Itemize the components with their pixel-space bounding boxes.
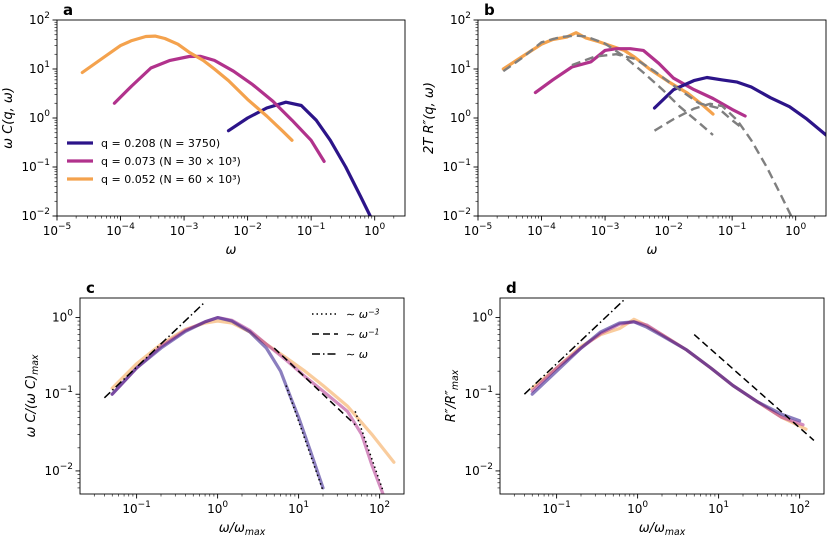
series-line: [533, 47, 747, 118]
y-tick-label: 10−2: [44, 462, 73, 478]
minor-ticks: [54, 21, 395, 219]
y-axis-label: ω C/(ω C)max​: [24, 354, 41, 438]
y-tick-label: 100: [472, 309, 493, 325]
x-axis-label: ω/ωmax​: [639, 521, 686, 538]
x-tick-label: 100: [207, 500, 228, 516]
y-tick-label: 10−2: [442, 207, 471, 223]
x-tick-label: 102: [369, 500, 390, 516]
powerlaw-dotted-line: [354, 411, 384, 492]
panel-label: d: [506, 279, 517, 297]
series-line: [530, 317, 808, 431]
minor-ticks: [497, 320, 797, 497]
axes-frame: [79, 297, 405, 495]
panel-b: 10−5 10−4 10−3 10−2 10−1 100 10−2 10−1 100 101 102…: [422, 1, 827, 258]
legend-entry-label: q = 0.208 (N = 3750): [101, 137, 220, 150]
y-tick-label: 10−1: [442, 158, 471, 174]
x-tick-label: 10−1: [542, 500, 571, 516]
x-tick-label: 10−1: [718, 222, 747, 238]
powerlaw-dashed-line: [273, 347, 356, 426]
legend: q = 0.208 (N = 3750) q = 0.073 (N = 30 × …: [67, 137, 241, 186]
y-tick-label: 100: [29, 109, 50, 125]
x-tick-label: 10−2: [654, 222, 683, 238]
y-axis-label: R″/R″max​: [444, 369, 461, 422]
y-tick-label: 100: [450, 109, 471, 125]
y-tick-label: 102: [29, 11, 50, 27]
x-tick-label: 100: [785, 222, 806, 238]
y-tick-label: 10−1: [44, 385, 73, 401]
y-tick-label: 101: [29, 60, 50, 76]
panel-a: 10−5 10−4 10−3 10−2 10−1 100 10−2 10−1 100 101 102…: [1, 1, 406, 258]
x-tick-label: 100: [364, 222, 385, 238]
y-tick-label: 100: [52, 309, 73, 325]
series-line: [110, 316, 385, 494]
x-tick-label: 100: [627, 500, 648, 516]
legend: ∼ ω−3​ ∼ ω−1​ ∼ ω: [312, 307, 380, 361]
panel-d: 10−1 100 101 102 10−2 10−1 100 d ω/ωmax​ R″/R″max…: [444, 279, 825, 538]
series-line: [80, 34, 294, 142]
x-tick-label: 10−3: [591, 222, 620, 238]
y-tick-label: 10−2: [21, 207, 50, 223]
series-line: [571, 53, 745, 130]
series-line: [112, 54, 326, 163]
x-tick-label: 10−3: [170, 222, 199, 238]
plot-area: [501, 31, 826, 216]
plot-area: [103, 301, 396, 494]
plot-area: [523, 298, 815, 441]
series-line: [502, 34, 714, 136]
x-tick-label: 10−5: [43, 222, 72, 238]
axes-frame: [499, 297, 825, 495]
panel-c: 10−1 100 101 102 10−2 10−1 100 c ω/ωmax​ ω C/(ω C…: [24, 279, 405, 538]
series-line: [110, 316, 325, 490]
x-tick-label: 10−1: [297, 222, 326, 238]
x-tick-label: 10−4: [527, 222, 556, 238]
axes-frame: [477, 19, 827, 217]
axes-frame: [56, 19, 406, 217]
x-axis-label: ω: [647, 243, 658, 258]
x-axis-label: ω: [226, 243, 237, 258]
y-tick-label: 10−1: [21, 158, 50, 174]
powerlaw-dashdot-line: [103, 301, 206, 399]
y-axis-label: ω C(q, ω): [1, 87, 16, 149]
legend-entry-label: ∼ ω−3​: [346, 307, 380, 321]
series-line: [110, 319, 396, 464]
panel-label: a: [63, 1, 73, 19]
y-tick-label: 102: [450, 11, 471, 27]
y-tick-label: 10−2: [464, 462, 493, 478]
x-tick-label: 10−5: [464, 222, 493, 238]
x-tick-label: 101: [708, 500, 729, 516]
panel-label: b: [484, 1, 495, 19]
x-tick-label: 10−1: [122, 500, 151, 516]
legend-entry-label: q = 0.073 (N = 30 × 10³): [101, 155, 241, 168]
x-tick-label: 10−2: [233, 222, 262, 238]
legend-entry-label: ∼ ω: [346, 348, 368, 361]
y-tick-label: 10−1: [464, 385, 493, 401]
x-axis-label: ω/ωmax​: [219, 521, 266, 538]
series-line: [653, 102, 793, 216]
series-line: [652, 75, 826, 137]
x-tick-label: 10−4: [106, 222, 135, 238]
y-axis-label: 2T R″(q, ω): [422, 82, 437, 154]
legend-entry-label: q = 0.052 (N = 60 × 10³): [101, 173, 241, 186]
x-tick-label: 101: [288, 500, 309, 516]
series-line: [226, 100, 372, 216]
x-tick-label: 102: [789, 500, 810, 516]
legend-entry-label: ∼ ω−1​: [346, 327, 380, 341]
powerlaw-dotted-line: [285, 385, 324, 492]
powerlaw-dashdot-line: [523, 298, 626, 395]
plot-area: [80, 34, 372, 216]
minor-ticks: [77, 320, 377, 497]
series-line: [530, 320, 802, 423]
panel-label: c: [86, 279, 95, 297]
y-tick-label: 101: [450, 60, 471, 76]
powerlaw-dashed-line: [693, 334, 815, 441]
